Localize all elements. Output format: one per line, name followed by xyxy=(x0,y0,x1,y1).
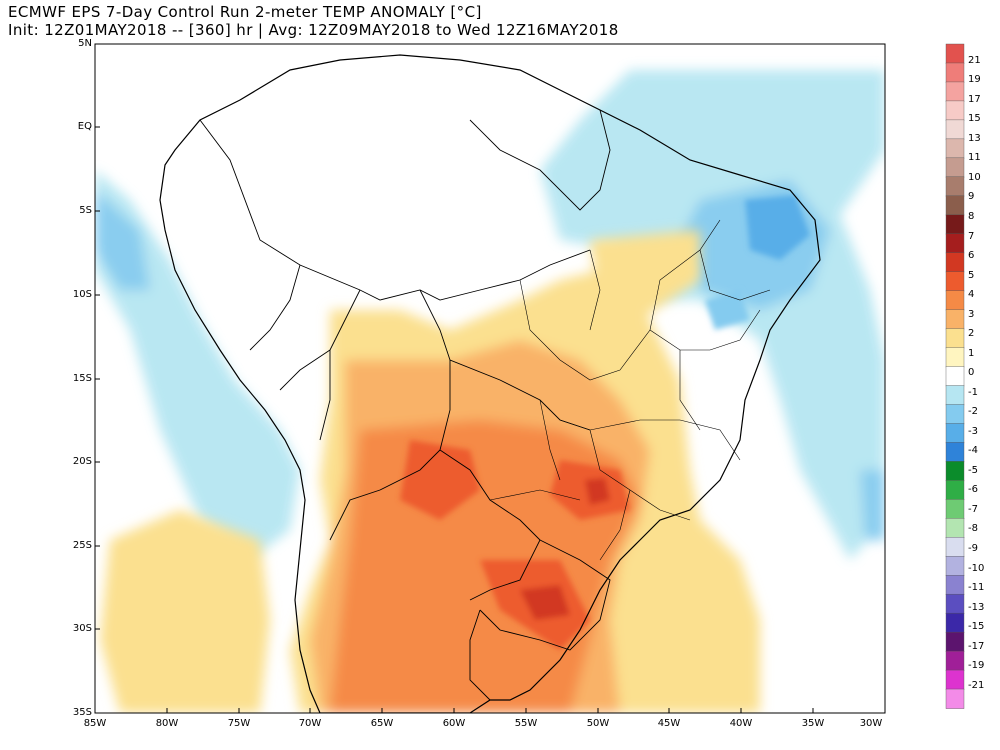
colorbar-label: 19 xyxy=(968,74,981,86)
colorbar-swatch xyxy=(945,480,965,501)
colorbar-swatch xyxy=(945,233,965,254)
colorbar-label: 11 xyxy=(968,152,981,164)
lon-label: 80W xyxy=(155,718,179,729)
colorbar-label: -4 xyxy=(968,445,978,457)
lon-label: 75W xyxy=(227,718,251,729)
colorbar-swatch xyxy=(945,366,965,387)
lon-label: 50W xyxy=(586,718,610,729)
lat-label: 35S xyxy=(72,707,92,718)
colorbar-label: 8 xyxy=(968,211,975,222)
colorbar-label: -13 xyxy=(968,601,985,613)
lat-label: 5N xyxy=(78,38,92,49)
colorbar-label: -19 xyxy=(968,660,985,672)
colorbar-label: -17 xyxy=(968,640,985,652)
colorbar-swatch xyxy=(945,252,965,273)
colorbar-label: -5 xyxy=(968,464,978,476)
colorbar-label: 15 xyxy=(968,113,981,125)
colorbar-label: -8 xyxy=(968,523,978,535)
colorbar-swatch xyxy=(945,100,965,121)
lon-label: 65W xyxy=(370,718,394,729)
colorbar-label: 4 xyxy=(968,289,975,301)
colorbar-label: -3 xyxy=(968,425,978,437)
colorbar-label: -10 xyxy=(968,562,985,574)
colorbar-swatch xyxy=(945,62,965,83)
colorbar-swatch xyxy=(945,461,965,482)
colorbar-swatch xyxy=(945,575,965,595)
colorbar-swatch xyxy=(945,423,965,444)
colorbar-swatch xyxy=(945,195,965,216)
lon-label: 70W xyxy=(298,718,322,729)
chart-subtitle: Init: 12Z01MAY2018 -- [360] hr | Avg: 12… xyxy=(8,21,619,39)
colorbar-label: -21 xyxy=(968,679,985,691)
chart-title: ECMWF EPS 7-Day Control Run 2-meter TEMP… xyxy=(8,3,482,21)
lon-ticks xyxy=(94,708,886,713)
lat-label: EQ xyxy=(77,121,92,132)
colorbar-swatch xyxy=(945,631,965,652)
colorbar-label: 13 xyxy=(968,132,981,144)
colorbar-label: 21 xyxy=(968,54,981,66)
colorbar-swatch xyxy=(945,612,965,633)
colorbar-swatch xyxy=(945,176,965,197)
lon-label: 85W xyxy=(83,718,107,729)
colorbar-swatch xyxy=(945,271,965,292)
colorbar-label: 10 xyxy=(968,171,981,183)
colorbar-label: -6 xyxy=(968,484,978,496)
colorbar-swatch xyxy=(945,537,965,558)
colorbar-swatch xyxy=(945,688,965,709)
lat-label: 30S xyxy=(72,623,92,634)
colorbar-swatch xyxy=(945,669,965,690)
colorbar-label: 1 xyxy=(968,347,975,359)
colorbar-swatch xyxy=(945,309,965,330)
lat-label: 15S xyxy=(72,373,92,384)
colorbar-swatch xyxy=(945,157,965,178)
colorbar-label: 3 xyxy=(968,308,975,320)
lon-label: 40W xyxy=(729,718,753,729)
colorbar-swatch xyxy=(945,290,965,311)
lon-label: 45W xyxy=(657,718,681,729)
colorbar-label: 17 xyxy=(968,93,981,105)
lat-label: 10S xyxy=(72,289,92,300)
colorbar-label: -15 xyxy=(968,621,985,633)
colorbar-swatch xyxy=(945,328,965,349)
colorbar-swatch xyxy=(945,138,965,159)
colorbar-label: 9 xyxy=(968,191,975,203)
state-borders xyxy=(489,219,771,561)
colorbar-label: 0 xyxy=(968,367,975,379)
colorbar-swatch xyxy=(945,499,965,520)
colorbar-swatch xyxy=(945,119,965,140)
colorbar-swatch xyxy=(945,650,965,671)
lat-label: 5S xyxy=(79,205,92,216)
colorbar-swatch xyxy=(945,593,965,614)
anomaly-shading xyxy=(95,44,885,713)
colorbar-label: -9 xyxy=(968,543,978,554)
colorbar-label: 2 xyxy=(968,328,975,340)
lon-label: 30W xyxy=(859,718,883,729)
lon-label: 60W xyxy=(442,718,466,729)
colorbar-swatch xyxy=(945,214,965,235)
lon-label: 35W xyxy=(801,718,825,729)
colorbar-swatch xyxy=(945,385,965,406)
colorbar-label: -11 xyxy=(968,582,985,593)
colorbar-swatch xyxy=(945,518,965,539)
colorbar-label: 7 xyxy=(968,230,975,242)
colorbar-label: -7 xyxy=(968,503,978,515)
lat-label: 25S xyxy=(72,540,92,551)
colorbar-label: -2 xyxy=(968,406,978,418)
colorbar-swatch xyxy=(945,81,965,102)
colorbar-swatch xyxy=(945,404,965,425)
lat-label: 20S xyxy=(72,456,92,467)
colorbar-swatch xyxy=(945,43,965,64)
lat-ticks xyxy=(95,43,100,714)
colorbar-label: -1 xyxy=(968,386,978,398)
colorbar-swatch xyxy=(945,442,965,463)
colorbar-swatch xyxy=(945,347,965,368)
lon-label: 55W xyxy=(514,718,538,729)
colorbar-label: 6 xyxy=(968,250,975,261)
colorbar xyxy=(945,43,965,709)
colorbar-label: 5 xyxy=(968,269,975,281)
colorbar-swatch xyxy=(945,556,965,576)
country-borders xyxy=(199,109,611,701)
